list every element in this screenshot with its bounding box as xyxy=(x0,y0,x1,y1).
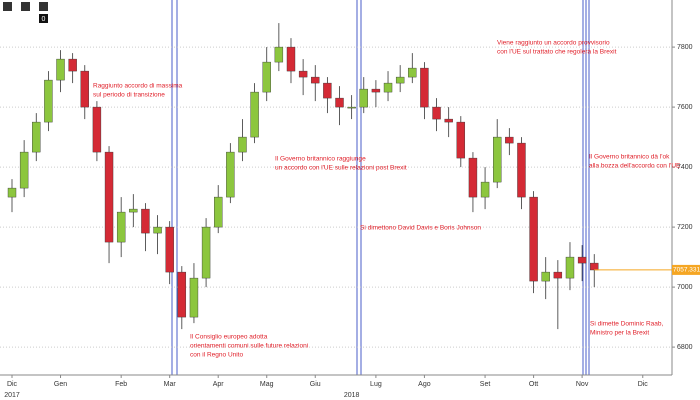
annotation: con il Regno Unito xyxy=(190,352,243,359)
x-tick-label: Giu xyxy=(310,381,321,388)
annotation: Viene raggiunto un accordo provvisorio xyxy=(497,40,610,47)
candle-body xyxy=(311,76,320,84)
candle-body xyxy=(238,136,247,153)
candle-body xyxy=(129,208,138,213)
x-tick-label: Apr xyxy=(213,381,225,388)
toolbar: 0 xyxy=(3,2,48,23)
candle-body xyxy=(347,106,356,109)
candle-body xyxy=(262,61,271,93)
candle-body xyxy=(201,226,211,279)
annotation: Si dimette Dominic Raab, xyxy=(590,321,664,328)
tool-button[interactable] xyxy=(3,2,12,11)
y-tick-label: 7200 xyxy=(677,224,693,231)
candle-body xyxy=(468,157,478,198)
x-tick-label: Dic xyxy=(638,381,649,388)
candle-body xyxy=(456,121,466,159)
candle-body xyxy=(7,187,17,198)
candle-body xyxy=(383,82,393,93)
candle-body xyxy=(493,136,502,183)
candle-body xyxy=(116,211,126,243)
candle-body xyxy=(420,67,429,108)
badge-box xyxy=(39,14,48,23)
x-tick-label: Set xyxy=(480,381,491,388)
candle-body xyxy=(56,58,65,81)
candle-body xyxy=(517,142,526,198)
candle-body xyxy=(189,277,199,318)
tool-button[interactable] xyxy=(21,2,30,11)
candle-body xyxy=(553,271,563,279)
candle-body xyxy=(529,196,538,282)
annotation: Il Consiglio europeo adotta xyxy=(190,334,268,341)
x-tick-label: Mar xyxy=(164,381,177,388)
candle-body xyxy=(395,76,405,84)
candle-body xyxy=(298,70,308,78)
annotation: con l'UE sul trattato che regolerà la Br… xyxy=(497,49,617,56)
candle-body xyxy=(359,88,368,108)
candle-body xyxy=(250,91,259,138)
candle-body xyxy=(32,121,41,153)
x-tick-label: Ago xyxy=(418,381,431,388)
annotation: sul periodo di transizione xyxy=(93,92,165,99)
candle-body xyxy=(371,88,381,93)
x-tick-label: Gen xyxy=(54,381,67,388)
candle-body xyxy=(323,82,332,99)
candle-body xyxy=(214,196,223,228)
y-tick-label: 7000 xyxy=(677,284,693,291)
candle-body xyxy=(92,106,102,153)
last-price-label: 7057.3317 xyxy=(673,267,700,274)
candle-body xyxy=(165,226,174,273)
y-tick-label: 6800 xyxy=(677,344,693,351)
annotation: Il Governo britannico raggiunge xyxy=(275,156,366,163)
candle-body xyxy=(577,256,587,264)
annotation: Ministro per la Brexit xyxy=(590,330,649,337)
candle-body xyxy=(19,151,29,189)
candle-body xyxy=(104,151,114,243)
candle-body xyxy=(226,151,235,198)
annotation: un accordo con l'UE sulle relazioni post… xyxy=(275,165,407,172)
candle-body xyxy=(274,46,284,63)
annotation: orientamenti comuni sulle future relazio… xyxy=(190,343,308,350)
event-lines xyxy=(171,0,590,375)
badge: 0 xyxy=(42,16,46,23)
candle-body xyxy=(590,262,599,271)
x-tick-label: Dic xyxy=(7,381,18,388)
y-tick-label: 7400 xyxy=(677,164,693,171)
annotation: Il Governo britannico dà l'ok xyxy=(589,154,670,161)
candle-body xyxy=(432,106,441,120)
candle-body xyxy=(408,67,417,78)
candle-body xyxy=(541,271,550,282)
candle-body xyxy=(335,97,344,108)
candle-body xyxy=(480,181,490,198)
x-tick-label: Mag xyxy=(260,381,274,388)
candle-body xyxy=(80,70,89,108)
candle-body xyxy=(444,118,453,123)
x-tick-label: Nov xyxy=(576,381,589,388)
year-label: 2018 xyxy=(344,392,360,399)
last-price-box xyxy=(672,264,700,275)
candle-body xyxy=(141,208,150,234)
candle-body xyxy=(44,79,53,123)
year-label: 2017 xyxy=(4,392,20,399)
candle-body xyxy=(565,256,575,279)
x-tick-label: Feb xyxy=(115,381,127,388)
annotation: Raggiunto accordo di massima xyxy=(93,83,183,90)
candle-body xyxy=(505,136,514,144)
x-tick-label: Lug xyxy=(370,381,382,388)
candle-body xyxy=(153,226,162,234)
annotation: Si dimettono David Davis e Boris Johnson xyxy=(360,225,481,232)
y-tick-label: 7600 xyxy=(677,104,693,111)
x-tick-label: Ott xyxy=(529,381,538,388)
candle-body xyxy=(286,46,296,72)
y-tick-label: 7800 xyxy=(677,44,693,51)
candle-body xyxy=(68,58,77,72)
tool-button[interactable] xyxy=(39,2,48,11)
candle-body xyxy=(177,271,187,318)
annotation: alla bozza dell'accordo con l'UE xyxy=(589,163,681,170)
